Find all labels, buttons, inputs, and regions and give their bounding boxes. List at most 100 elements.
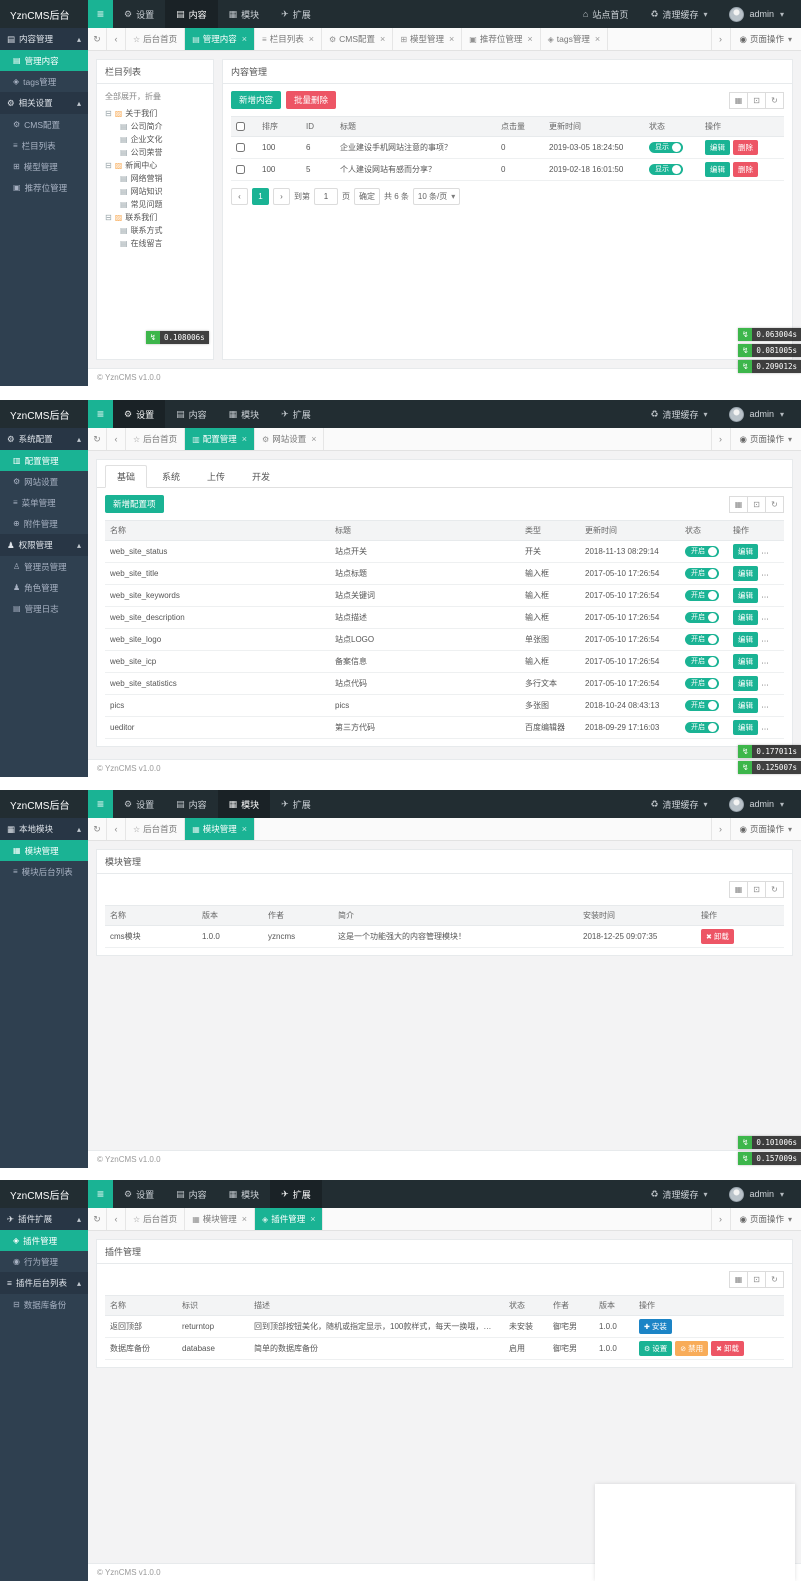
status-toggle[interactable]: 开启 (685, 568, 719, 580)
tab-manage-content[interactable]: ▤ 管理内容 × (185, 28, 256, 50)
site-home-link[interactable]: ⌂ 站点首页 (572, 0, 639, 28)
edit-button[interactable]: 编辑 (705, 140, 730, 155)
delete-button[interactable]: 删除 (733, 162, 758, 177)
collapse-icon[interactable]: ⊟ (105, 213, 112, 222)
nav-settings[interactable]: ⚙ 设置 (113, 790, 165, 818)
next-page-button[interactable]: › (273, 188, 290, 205)
tree-folder[interactable]: ⊟ ▨ 联系我们 (105, 211, 205, 224)
sidebar-category-list[interactable]: ≡ 栏目列表 (0, 135, 88, 156)
page-actions-dropdown[interactable]: ◉ 页面操作 ▾ (731, 1208, 801, 1230)
trace-badge[interactable]: ↯ 0.063004s (738, 328, 801, 341)
tab-config-manage[interactable]: ▥ 配置管理 × (185, 428, 256, 450)
clear-cache-link[interactable]: ♻ 清理缓存 ▾ (639, 0, 718, 28)
tree-leaf[interactable]: ▤ 网络营销 (105, 172, 205, 185)
tab-dev[interactable]: 开发 (252, 472, 271, 482)
close-tab-icon[interactable]: × (241, 34, 248, 44)
sidebar-role-manage[interactable]: ♟ 角色管理 (0, 577, 88, 598)
close-tab-icon[interactable]: × (527, 34, 533, 44)
delete-button[interactable]: 删除 (761, 654, 784, 669)
print-icon[interactable]: ⊡ (747, 881, 766, 898)
tab-home[interactable]: ☆ 后台首页 (126, 428, 186, 450)
delete-button[interactable]: 删除 (761, 610, 784, 625)
sidebar-menu-manage[interactable]: ≡ 菜单管理 (0, 492, 88, 513)
scroll-tabs-left-button[interactable]: ‹ (107, 428, 126, 450)
delete-button[interactable]: 删除 (761, 698, 784, 713)
close-tab-icon[interactable]: × (449, 34, 455, 44)
tree-expand-collapse-links[interactable]: 全部展开，折叠 (105, 92, 161, 101)
select-all-checkbox[interactable] (236, 122, 245, 132)
nav-settings[interactable]: ⚙ 设置 (113, 1180, 165, 1208)
sidebar-manage-content[interactable]: ▤ 管理内容 (0, 50, 88, 71)
status-toggle[interactable]: 开启 (685, 612, 719, 624)
user-menu[interactable]: admin ▾ (718, 790, 795, 818)
status-toggle[interactable]: 开启 (685, 722, 719, 734)
status-toggle[interactable]: 开启 (685, 590, 719, 602)
sidebar-module-backend-list[interactable]: ≡ 模块后台列表 (0, 861, 88, 882)
trace-badge[interactable]: ↯ 0.125007s (738, 761, 801, 774)
sidebar-toggle-button[interactable]: ≡ (88, 0, 113, 28)
add-config-button[interactable]: 新增配置项 (105, 495, 164, 513)
scroll-tabs-right-button[interactable]: › (712, 428, 731, 450)
disable-button[interactable]: ⊘ 禁用 (675, 1341, 709, 1356)
close-tab-icon[interactable]: × (241, 824, 248, 834)
sidebar-attachment-manage[interactable]: ⊕ 附件管理 (0, 513, 88, 534)
nav-extend[interactable]: ✈ 扩展 (270, 400, 322, 428)
sidebar-toggle-button[interactable]: ≡ (88, 400, 113, 428)
sidebar-cms-config[interactable]: ⚙ CMS配置 (0, 114, 88, 135)
tab-home[interactable]: ☆ 后台首页 (126, 818, 186, 840)
sidebar-behavior-manage[interactable]: ◉ 行为管理 (0, 1251, 88, 1272)
refresh-tab-button[interactable]: ↻ (88, 28, 107, 50)
tab-category-list[interactable]: ≡ 栏目列表 × (255, 28, 322, 50)
nav-modules[interactable]: ▦ 模块 (218, 400, 271, 428)
delete-button[interactable]: 删除 (761, 566, 784, 581)
delete-button[interactable]: 删除 (761, 544, 784, 559)
uninstall-button[interactable]: ✖ 卸载 (711, 1341, 745, 1356)
edit-button[interactable]: 编辑 (733, 610, 758, 625)
trace-badge[interactable]: ↯ 0.081005s (738, 344, 801, 357)
tree-leaf[interactable]: ▤ 企业文化 (105, 133, 205, 146)
user-menu[interactable]: admin ▾ (718, 0, 795, 28)
tab-module-manage[interactable]: ▦ 模块管理 × (185, 818, 256, 840)
tree-leaf[interactable]: ▤ 在线留言 (105, 237, 205, 250)
setting-button[interactable]: ⚙ 设置 (639, 1341, 673, 1356)
nav-content[interactable]: ▤ 内容 (165, 0, 218, 28)
tree-folder[interactable]: ⊟ ▨ 新闻中心 (105, 159, 205, 172)
tree-leaf[interactable]: ▤ 联系方式 (105, 224, 205, 237)
sidebar-section-header[interactable]: ≡ 插件后台列表 ▴ (0, 1272, 88, 1294)
collapse-icon[interactable]: ⊟ (105, 161, 112, 170)
edit-button[interactable]: 编辑 (733, 566, 758, 581)
nav-extend[interactable]: ✈ 扩展 (270, 790, 322, 818)
tree-leaf[interactable]: ▤ 公司简介 (105, 120, 205, 133)
status-toggle[interactable]: 开启 (685, 656, 719, 668)
clear-cache-link[interactable]: ♻ 清理缓存 ▾ (639, 790, 718, 818)
edit-button[interactable]: 编辑 (733, 654, 758, 669)
scroll-tabs-right-button[interactable]: › (712, 1208, 731, 1230)
close-tab-icon[interactable]: × (380, 34, 386, 44)
row-checkbox[interactable] (236, 165, 245, 175)
sidebar-tags[interactable]: ◈ tags管理 (0, 71, 88, 92)
sidebar-toggle-button[interactable]: ≡ (88, 1180, 113, 1208)
tab-cms-config[interactable]: ⚙ CMS配置 × (322, 28, 394, 50)
refresh-icon[interactable]: ↻ (765, 881, 784, 898)
nav-modules[interactable]: ▦ 模块 (218, 0, 271, 28)
tab-upload[interactable]: 上传 (207, 472, 226, 482)
confirm-page-button[interactable]: 确定 (354, 188, 380, 205)
status-toggle[interactable]: 显示 (649, 164, 683, 176)
refresh-tab-button[interactable]: ↻ (88, 1208, 107, 1230)
nav-modules[interactable]: ▦ 模块 (218, 1180, 271, 1208)
scroll-tabs-right-button[interactable]: › (712, 28, 731, 50)
sidebar-section-header[interactable]: ⚙ 相关设置 ▴ (0, 92, 88, 114)
prev-page-button[interactable]: ‹ (231, 188, 248, 205)
columns-icon[interactable]: ▦ (729, 91, 748, 109)
user-menu[interactable]: admin ▾ (718, 400, 795, 428)
status-toggle[interactable]: 开启 (685, 546, 719, 558)
status-toggle[interactable]: 显示 (649, 142, 683, 154)
nav-extend[interactable]: ✈ 扩展 (270, 1180, 322, 1208)
close-tab-icon[interactable]: × (241, 1214, 248, 1224)
edit-button[interactable]: 编辑 (733, 720, 758, 735)
sidebar-section-header[interactable]: ▤ 内容管理 ▴ (0, 28, 88, 50)
sidebar-admin-log[interactable]: ▤ 管理日志 (0, 598, 88, 619)
sidebar-config-manage[interactable]: ▥ 配置管理 (0, 450, 88, 471)
nav-modules[interactable]: ▦ 模块 (217, 790, 271, 818)
sidebar-toggle-button[interactable]: ≡ (88, 790, 113, 818)
